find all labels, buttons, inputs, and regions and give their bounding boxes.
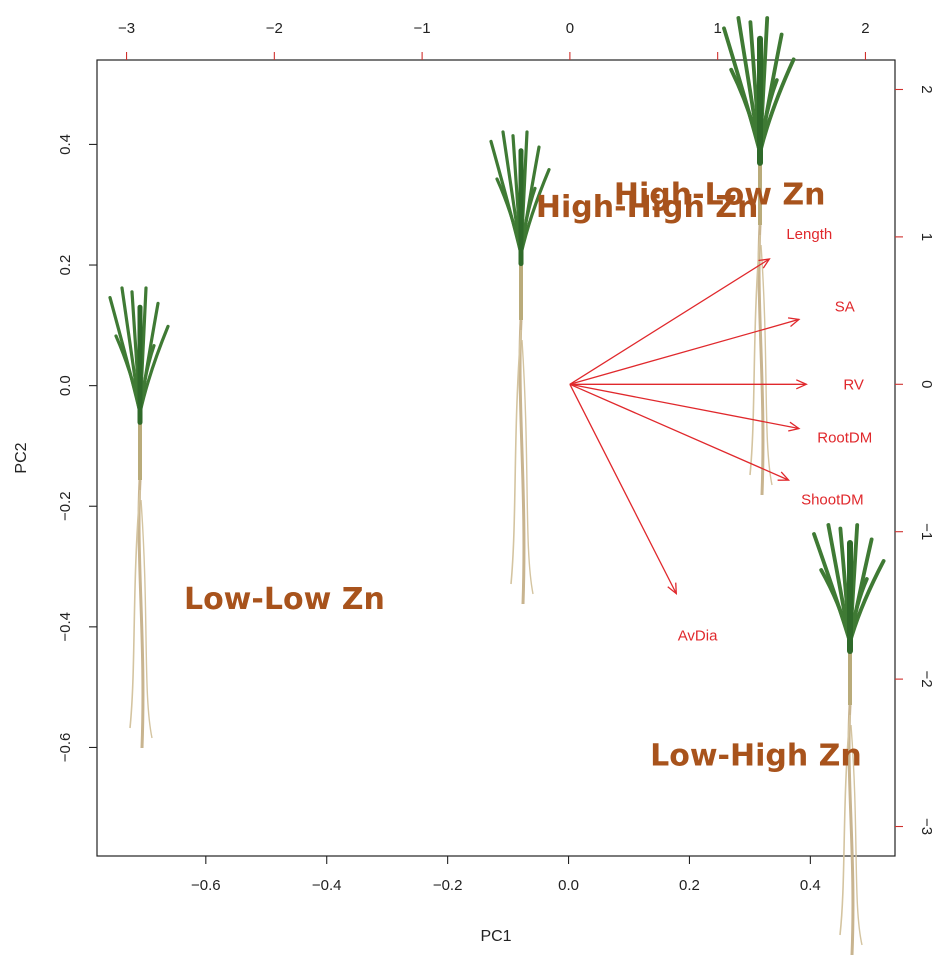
- x-tick-label: 0.0: [558, 877, 579, 894]
- loading-label: RootDM: [817, 429, 872, 446]
- loading-arrows: Length SA RV RootDM ShootDM AvDia: [569, 226, 872, 644]
- top-tick-label: 1: [713, 20, 721, 37]
- x-tick-label: 0.2: [679, 877, 700, 894]
- left-axis: −0.6 −0.4 −0.2 0.0 0.2 0.4: [57, 134, 97, 762]
- top-tick-label: 0: [566, 20, 574, 37]
- x-axis-title: PC1: [480, 928, 511, 945]
- loading-arrowhead: [777, 471, 791, 481]
- y-tick-label: −0.2: [57, 491, 74, 521]
- group-label: Low-Low Zn: [184, 582, 385, 617]
- y-tick-label: −0.6: [57, 733, 74, 763]
- loading-arrowhead: [788, 421, 801, 432]
- loading-label: ShootDM: [801, 491, 864, 508]
- y-tick-label: 0.2: [57, 255, 74, 276]
- loading-arrow: [569, 318, 800, 385]
- right-axis: −3 −2 −1 0 1 2: [895, 85, 934, 835]
- y-tick-label: −0.4: [57, 612, 74, 642]
- group-label: Low-High Zn: [650, 739, 862, 774]
- y-axis-title: PC2: [13, 442, 30, 473]
- plot-frame: [96, 59, 896, 857]
- loading-arrowhead: [787, 317, 801, 327]
- top-axis: −3 −2 −1 0 1 2: [118, 20, 870, 60]
- loading-arrow: [569, 383, 789, 481]
- right-tick-label: 1: [918, 233, 934, 241]
- loading-label: SA: [835, 298, 855, 315]
- loading-arrowhead: [667, 582, 678, 596]
- top-tick-label: −2: [266, 20, 283, 37]
- loading-label: AvDia: [678, 627, 718, 644]
- wheat-plant-picture: [812, 523, 886, 956]
- wheat-plant-picture: [108, 286, 170, 749]
- loading-label: RV: [843, 376, 864, 393]
- top-tick-label: −1: [414, 20, 431, 37]
- loading-arrow: [569, 258, 770, 385]
- loading-arrowhead: [796, 379, 808, 390]
- bottom-axis: −0.6 −0.4 −0.2 0.0 0.2 0.4: [191, 856, 821, 894]
- wheat-plant-picture: [722, 16, 796, 496]
- loading-arrowhead: [758, 258, 771, 269]
- y-tick-label: 0.4: [57, 134, 74, 155]
- x-tick-label: 0.4: [800, 877, 821, 894]
- right-tick-label: −1: [918, 523, 934, 540]
- right-tick-label: −3: [918, 818, 934, 835]
- top-tick-label: 2: [861, 20, 869, 37]
- loading-label: Length: [786, 226, 832, 243]
- y-tick-label: 0.0: [57, 375, 74, 396]
- group-label: High-High Zn: [536, 190, 758, 225]
- plant-images: [108, 16, 886, 956]
- x-tick-label: −0.2: [433, 877, 463, 894]
- right-tick-label: 0: [918, 380, 934, 388]
- top-tick-label: −3: [118, 20, 135, 37]
- loading-arrow: [569, 384, 677, 594]
- x-tick-label: −0.6: [191, 877, 221, 894]
- group-label: High-Low Zn: [614, 178, 826, 213]
- loading-arrow: [569, 383, 800, 430]
- right-tick-label: −2: [918, 671, 934, 688]
- x-tick-label: −0.4: [312, 877, 342, 894]
- right-tick-label: 2: [918, 85, 934, 93]
- wheat-plant-picture: [489, 130, 551, 605]
